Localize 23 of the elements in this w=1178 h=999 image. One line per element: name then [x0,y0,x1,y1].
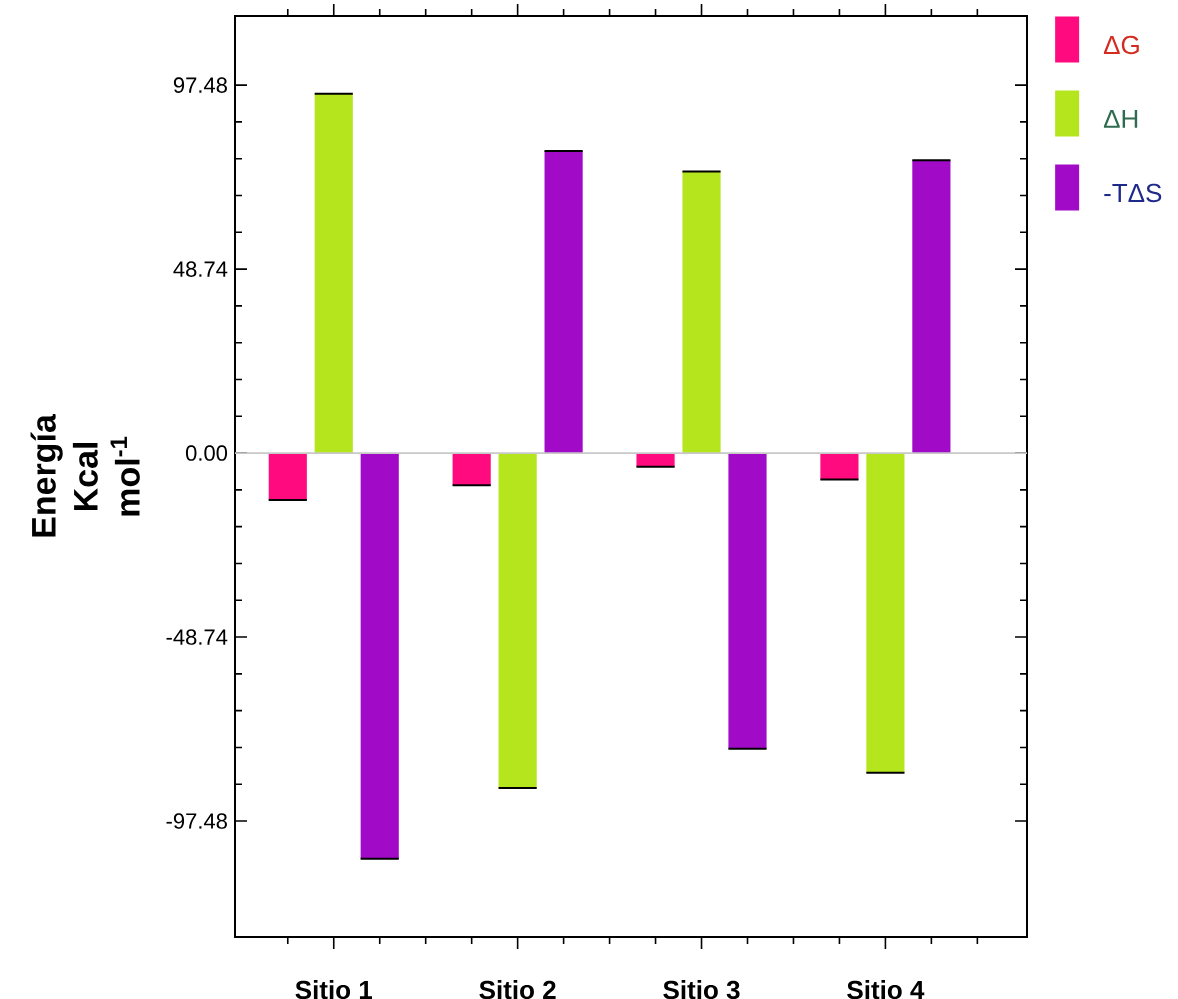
bar [314,93,353,454]
x-tick-label: Sitio 3 [663,980,740,999]
x-tick-label: Sitio 4 [847,980,925,999]
x-tick-label: Sitio 2 [479,980,556,999]
bar [268,453,307,500]
bar [544,151,583,454]
legend-label: ΔH [1103,109,1138,128]
y-tick-label: 0.00 [185,445,228,461]
bar [682,171,721,454]
legend-label: ΔG [1103,35,1139,55]
legend-label: -TΔS [1104,183,1162,203]
x-tick-label: Sitio 1 [295,980,373,999]
bar [360,453,399,859]
bar [728,453,767,749]
bar [866,453,905,773]
y-axis-title: Energía Kcal mol$^{-1}$ [30,413,140,537]
y-tick-label: 97.48 [173,77,227,93]
y-tick-label: -48.74 [166,629,228,645]
bar [452,453,491,486]
bar [498,453,537,788]
y-tick-label: 48.74 [173,261,228,277]
bar [912,160,951,454]
y-tick-label: -97.48 [166,813,227,829]
